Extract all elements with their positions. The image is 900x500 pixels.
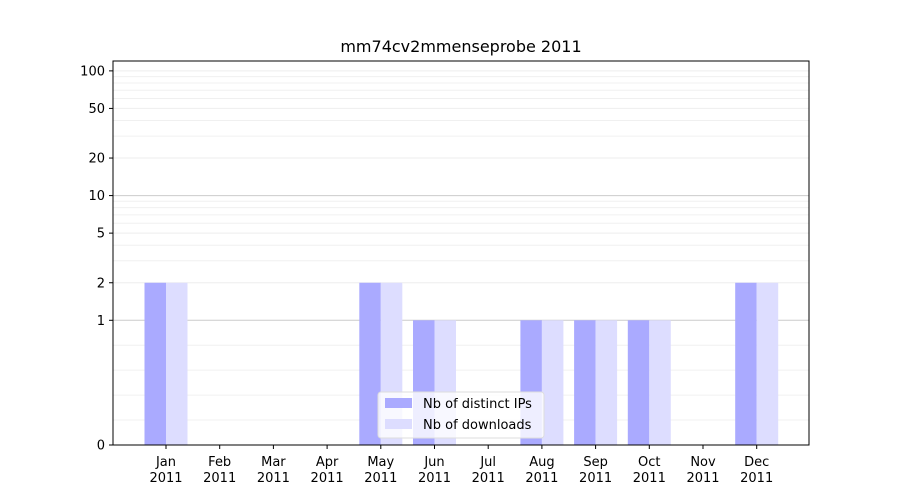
x-tick-label-year: 2011: [472, 471, 505, 486]
x-tick-label-month: Jun: [423, 455, 444, 470]
legend-box: [377, 391, 545, 439]
x-tick-label-year: 2011: [364, 471, 397, 486]
y-tick-label: 5: [97, 227, 105, 242]
x-tick-label-year: 2011: [686, 471, 719, 486]
chart-title: mm74cv2mmenseprobe 2011: [340, 37, 581, 56]
x-tick-label-month: Dec: [744, 455, 769, 470]
x-tick-label-year: 2011: [311, 471, 344, 486]
x-tick-label-year: 2011: [203, 471, 236, 486]
y-tick-label: 100: [80, 64, 105, 79]
x-axis: Jan2011Feb2011Mar2011Apr2011May2011Jun20…: [149, 445, 773, 486]
y-tick-label: 2: [97, 276, 105, 291]
bar-distinct-ips: [574, 320, 596, 445]
x-tick-label-year: 2011: [740, 471, 773, 486]
legend-swatch: [385, 419, 412, 429]
x-tick-label-month: Feb: [208, 455, 231, 470]
x-tick-label-month: Nov: [690, 455, 716, 470]
y-tick-label: 20: [88, 152, 105, 167]
x-tick-label-month: May: [367, 455, 394, 470]
x-tick-label-year: 2011: [633, 471, 666, 486]
x-tick-label-month: Mar: [261, 455, 286, 470]
y-tick-label: 0: [97, 439, 105, 454]
bar-distinct-ips: [735, 282, 757, 445]
y-tick-label: 50: [88, 102, 105, 117]
y-tick-label: 1: [97, 314, 105, 329]
legend-swatch: [385, 398, 412, 408]
bar-downloads: [166, 282, 188, 445]
plot-area-frame: [112, 60, 810, 446]
x-tick-label-year: 2011: [257, 471, 290, 486]
legend-label: Nb of downloads: [423, 418, 532, 433]
x-tick-label-year: 2011: [525, 471, 558, 486]
bar-distinct-ips: [144, 282, 166, 445]
bar-downloads: [541, 320, 564, 445]
x-tick-label-year: 2011: [579, 471, 612, 486]
grid-layer: [113, 70, 809, 421]
x-tick-label-year: 2011: [418, 471, 451, 486]
bar-distinct-ips: [359, 282, 381, 445]
x-tick-label-year: 2011: [149, 471, 182, 486]
x-tick-label-month: Jul: [479, 455, 496, 470]
x-tick-label-month: Aug: [529, 455, 554, 470]
x-tick-label-month: Oct: [638, 455, 660, 470]
legend: Nb of distinct IPs Nb of downloads: [377, 391, 545, 439]
bar-downloads: [649, 320, 671, 445]
x-tick-label-month: Sep: [583, 455, 608, 470]
bar-downloads: [756, 282, 779, 445]
x-tick-label-month: Jan: [155, 455, 176, 470]
x-tick-label-month: Apr: [316, 455, 339, 470]
y-axis: 0 1 2 5 10 20 50 100: [80, 64, 113, 454]
bar-distinct-ips: [627, 320, 650, 445]
legend-label: Nb of distinct IPs: [423, 397, 532, 412]
bar-downloads: [595, 320, 618, 445]
y-tick-label: 10: [88, 189, 105, 204]
